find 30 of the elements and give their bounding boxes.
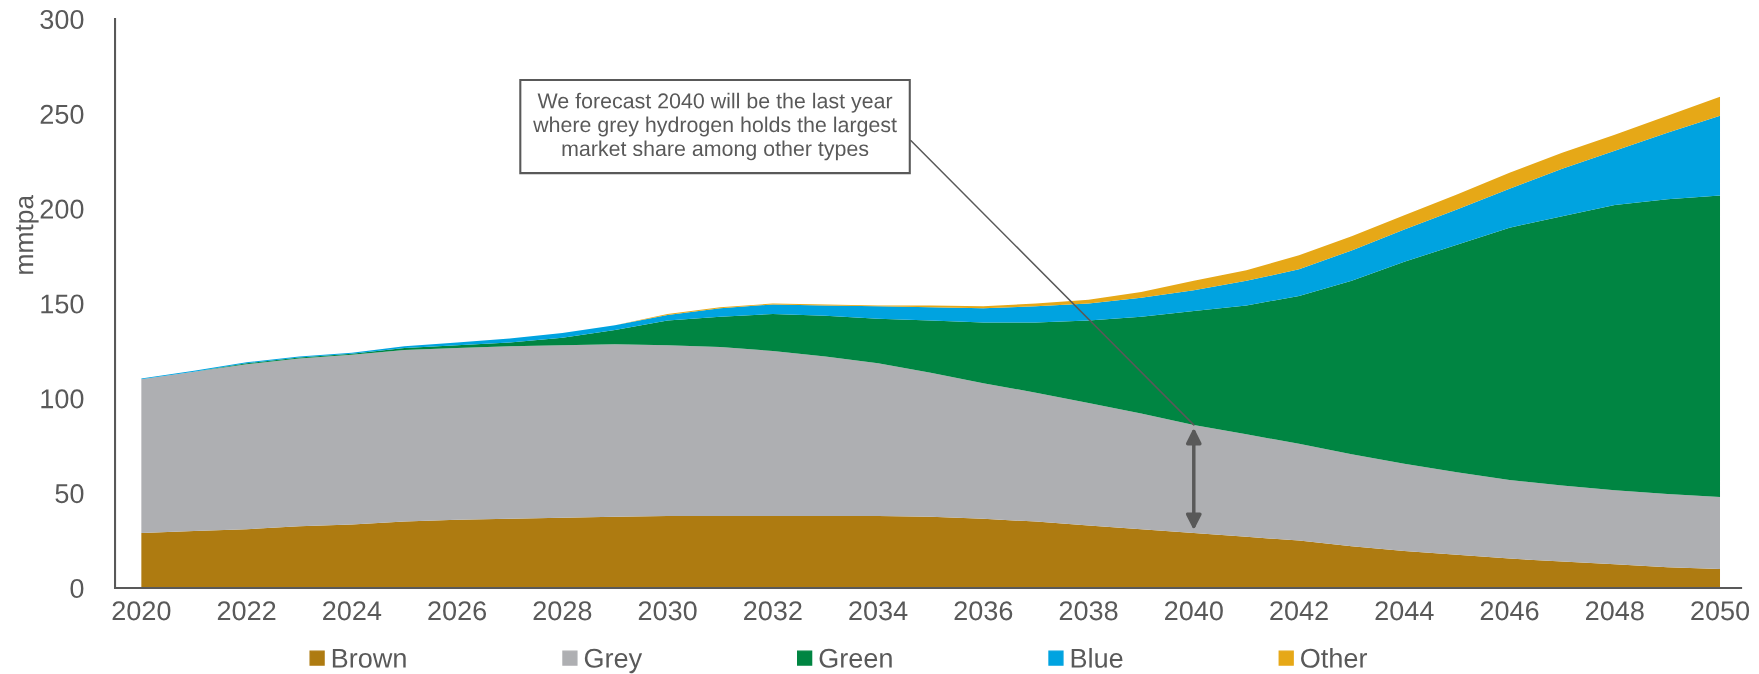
legend-label: Brown — [332, 648, 406, 668]
x-tick-label: 2050 — [1691, 601, 1750, 621]
legend-label: Grey — [584, 648, 643, 674]
x-tick-label: 2032 — [744, 601, 802, 621]
x-tick-label: 2046 — [1480, 601, 1539, 621]
x-tick-label: 2022 — [217, 601, 276, 621]
y-tick-label: 250 — [40, 104, 84, 124]
y-tick-label: 0 — [70, 578, 84, 599]
y-tick-label: 150 — [41, 294, 84, 314]
x-tick-label: 2034 — [849, 601, 908, 621]
x-tick-label: 2040 — [1165, 601, 1223, 621]
x-tick-label: 2044 — [1375, 601, 1434, 621]
legend-label: Other — [1301, 647, 1368, 668]
y-tick-label: 300 — [40, 9, 84, 30]
y-tick-label: 100 — [41, 389, 84, 409]
y-tick-label: 200 — [40, 199, 84, 219]
y-tick-label: 50 — [55, 484, 84, 504]
x-tick-label: 2042 — [1270, 601, 1328, 621]
x-tick-label: 2048 — [1586, 601, 1644, 621]
x-tick-label: 2026 — [428, 601, 487, 621]
x-tick-label: 2036 — [954, 601, 1013, 621]
x-tick-label: 2024 — [323, 601, 382, 621]
legend-label: Green — [819, 648, 892, 668]
legend-label: Blue — [1071, 647, 1123, 668]
x-tick-label: 2020 — [112, 601, 171, 621]
y-axis-title: mmtpa — [16, 194, 39, 274]
x-tick-label: 2028 — [533, 601, 592, 621]
annotation: We forecast 2040 will be the last year where grey hydrogen holds the largest market share among other types — [533, 92, 897, 161]
x-tick-label: 2038 — [1059, 601, 1118, 621]
x-tick-label: 2030 — [638, 601, 697, 621]
